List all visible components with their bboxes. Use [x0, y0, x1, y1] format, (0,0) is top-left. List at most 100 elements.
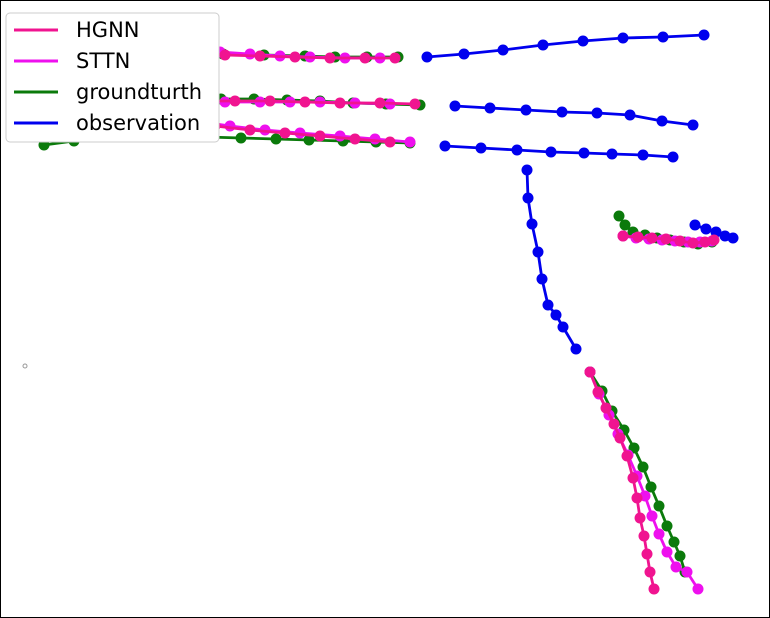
observation-point — [624, 109, 636, 121]
sttn-point — [646, 510, 658, 522]
observation-point — [578, 147, 590, 159]
groundturth-point — [613, 210, 625, 222]
groundturth-point — [235, 132, 247, 144]
legend-label-groundturth: groundturth — [76, 80, 202, 104]
hgnn-point — [632, 231, 644, 243]
observation-point — [727, 232, 739, 244]
observation-point — [687, 119, 699, 131]
observation-point — [700, 223, 712, 235]
groundturth-point — [637, 461, 649, 473]
groundturth-point — [270, 133, 282, 145]
groundturth-point — [653, 500, 665, 512]
groundturth-point — [645, 481, 657, 493]
hgnn-point — [638, 530, 650, 542]
observation-point — [484, 102, 496, 114]
series-observation — [421, 29, 739, 355]
hgnn-point — [409, 98, 421, 110]
observation-point — [667, 151, 679, 163]
observation-point — [550, 309, 562, 321]
hgnn-point — [384, 136, 396, 148]
hgnn-point — [699, 236, 711, 248]
hgnn-point — [644, 566, 656, 578]
hgnn-point — [374, 97, 386, 109]
observation-point — [656, 115, 668, 127]
observation-point — [449, 100, 461, 112]
observation-point — [439, 140, 451, 152]
hgnn-point — [334, 97, 346, 109]
observation-point — [458, 48, 470, 60]
hgnn-point — [229, 95, 241, 107]
hgnn-point — [648, 583, 660, 595]
observation-point — [537, 39, 549, 51]
observation-trajectory-5 — [426, 33, 705, 59]
observation-point — [591, 107, 603, 119]
observation-point — [511, 144, 523, 156]
hgnn-point — [244, 124, 256, 136]
observation-point — [522, 192, 534, 204]
hgnn-point — [687, 237, 699, 249]
sttn-point — [670, 561, 682, 573]
observation-point — [617, 32, 629, 44]
hgnn-point — [219, 49, 231, 61]
hgnn-point — [584, 366, 596, 378]
legend-label-sttn: STTN — [76, 49, 130, 73]
observation-point — [556, 106, 568, 118]
hgnn-point — [324, 52, 336, 64]
hgnn-point — [614, 432, 626, 444]
hgnn-point — [314, 130, 326, 142]
sttn-point — [692, 583, 704, 595]
hgnn-point — [608, 418, 620, 430]
observation-point — [521, 164, 533, 176]
hgnn-point — [289, 51, 301, 63]
legend-label-hgnn: HGNN — [76, 18, 139, 42]
observation-point — [689, 219, 701, 231]
observation-point — [577, 35, 589, 47]
hgnn-point — [674, 235, 686, 247]
sttn-point — [404, 136, 416, 148]
groundturth-point — [619, 219, 631, 231]
stray-marker — [22, 363, 28, 369]
observation-point — [475, 142, 487, 154]
sttn-point — [244, 48, 256, 60]
groundturth-point — [668, 536, 680, 548]
hgnn-point — [617, 230, 629, 242]
observation-point — [698, 29, 710, 41]
hgnn-point — [708, 234, 720, 246]
hgnn-point — [389, 52, 401, 64]
hgnn-point — [600, 402, 612, 414]
sttn-point — [661, 546, 673, 558]
observation-point — [657, 31, 669, 43]
observation-point — [542, 299, 554, 311]
observation-point — [536, 273, 548, 285]
observation-point — [637, 149, 649, 161]
hgnn-point — [631, 492, 643, 504]
legend: HGNN STTN groundturth observation — [5, 12, 220, 143]
hgnn-point — [646, 232, 658, 244]
hgnn-point — [359, 52, 371, 64]
hgnn-point — [634, 512, 646, 524]
observation-point — [606, 148, 618, 160]
groundturth-point — [303, 134, 315, 146]
observation-point — [532, 246, 544, 258]
hgnn-point — [279, 127, 291, 139]
observation-point — [526, 218, 538, 230]
hgnn-point — [641, 548, 653, 560]
hgnn-point — [592, 386, 604, 398]
hgnn-point — [621, 450, 633, 462]
hgnn-point — [627, 472, 639, 484]
hgnn-point — [660, 233, 672, 245]
hgnn-point — [299, 96, 311, 108]
hgnn-point — [254, 50, 266, 62]
observation-point — [421, 51, 433, 63]
hgnn-point — [264, 95, 276, 107]
groundturth-point — [661, 520, 673, 532]
sttn-point — [681, 566, 693, 578]
hgnn-point — [349, 133, 361, 145]
observation-point — [570, 343, 582, 355]
observation-point — [557, 321, 569, 333]
groundturth-point — [674, 550, 686, 562]
observation-point — [545, 146, 557, 158]
observation-point — [520, 104, 532, 116]
sttn-point — [653, 528, 665, 540]
